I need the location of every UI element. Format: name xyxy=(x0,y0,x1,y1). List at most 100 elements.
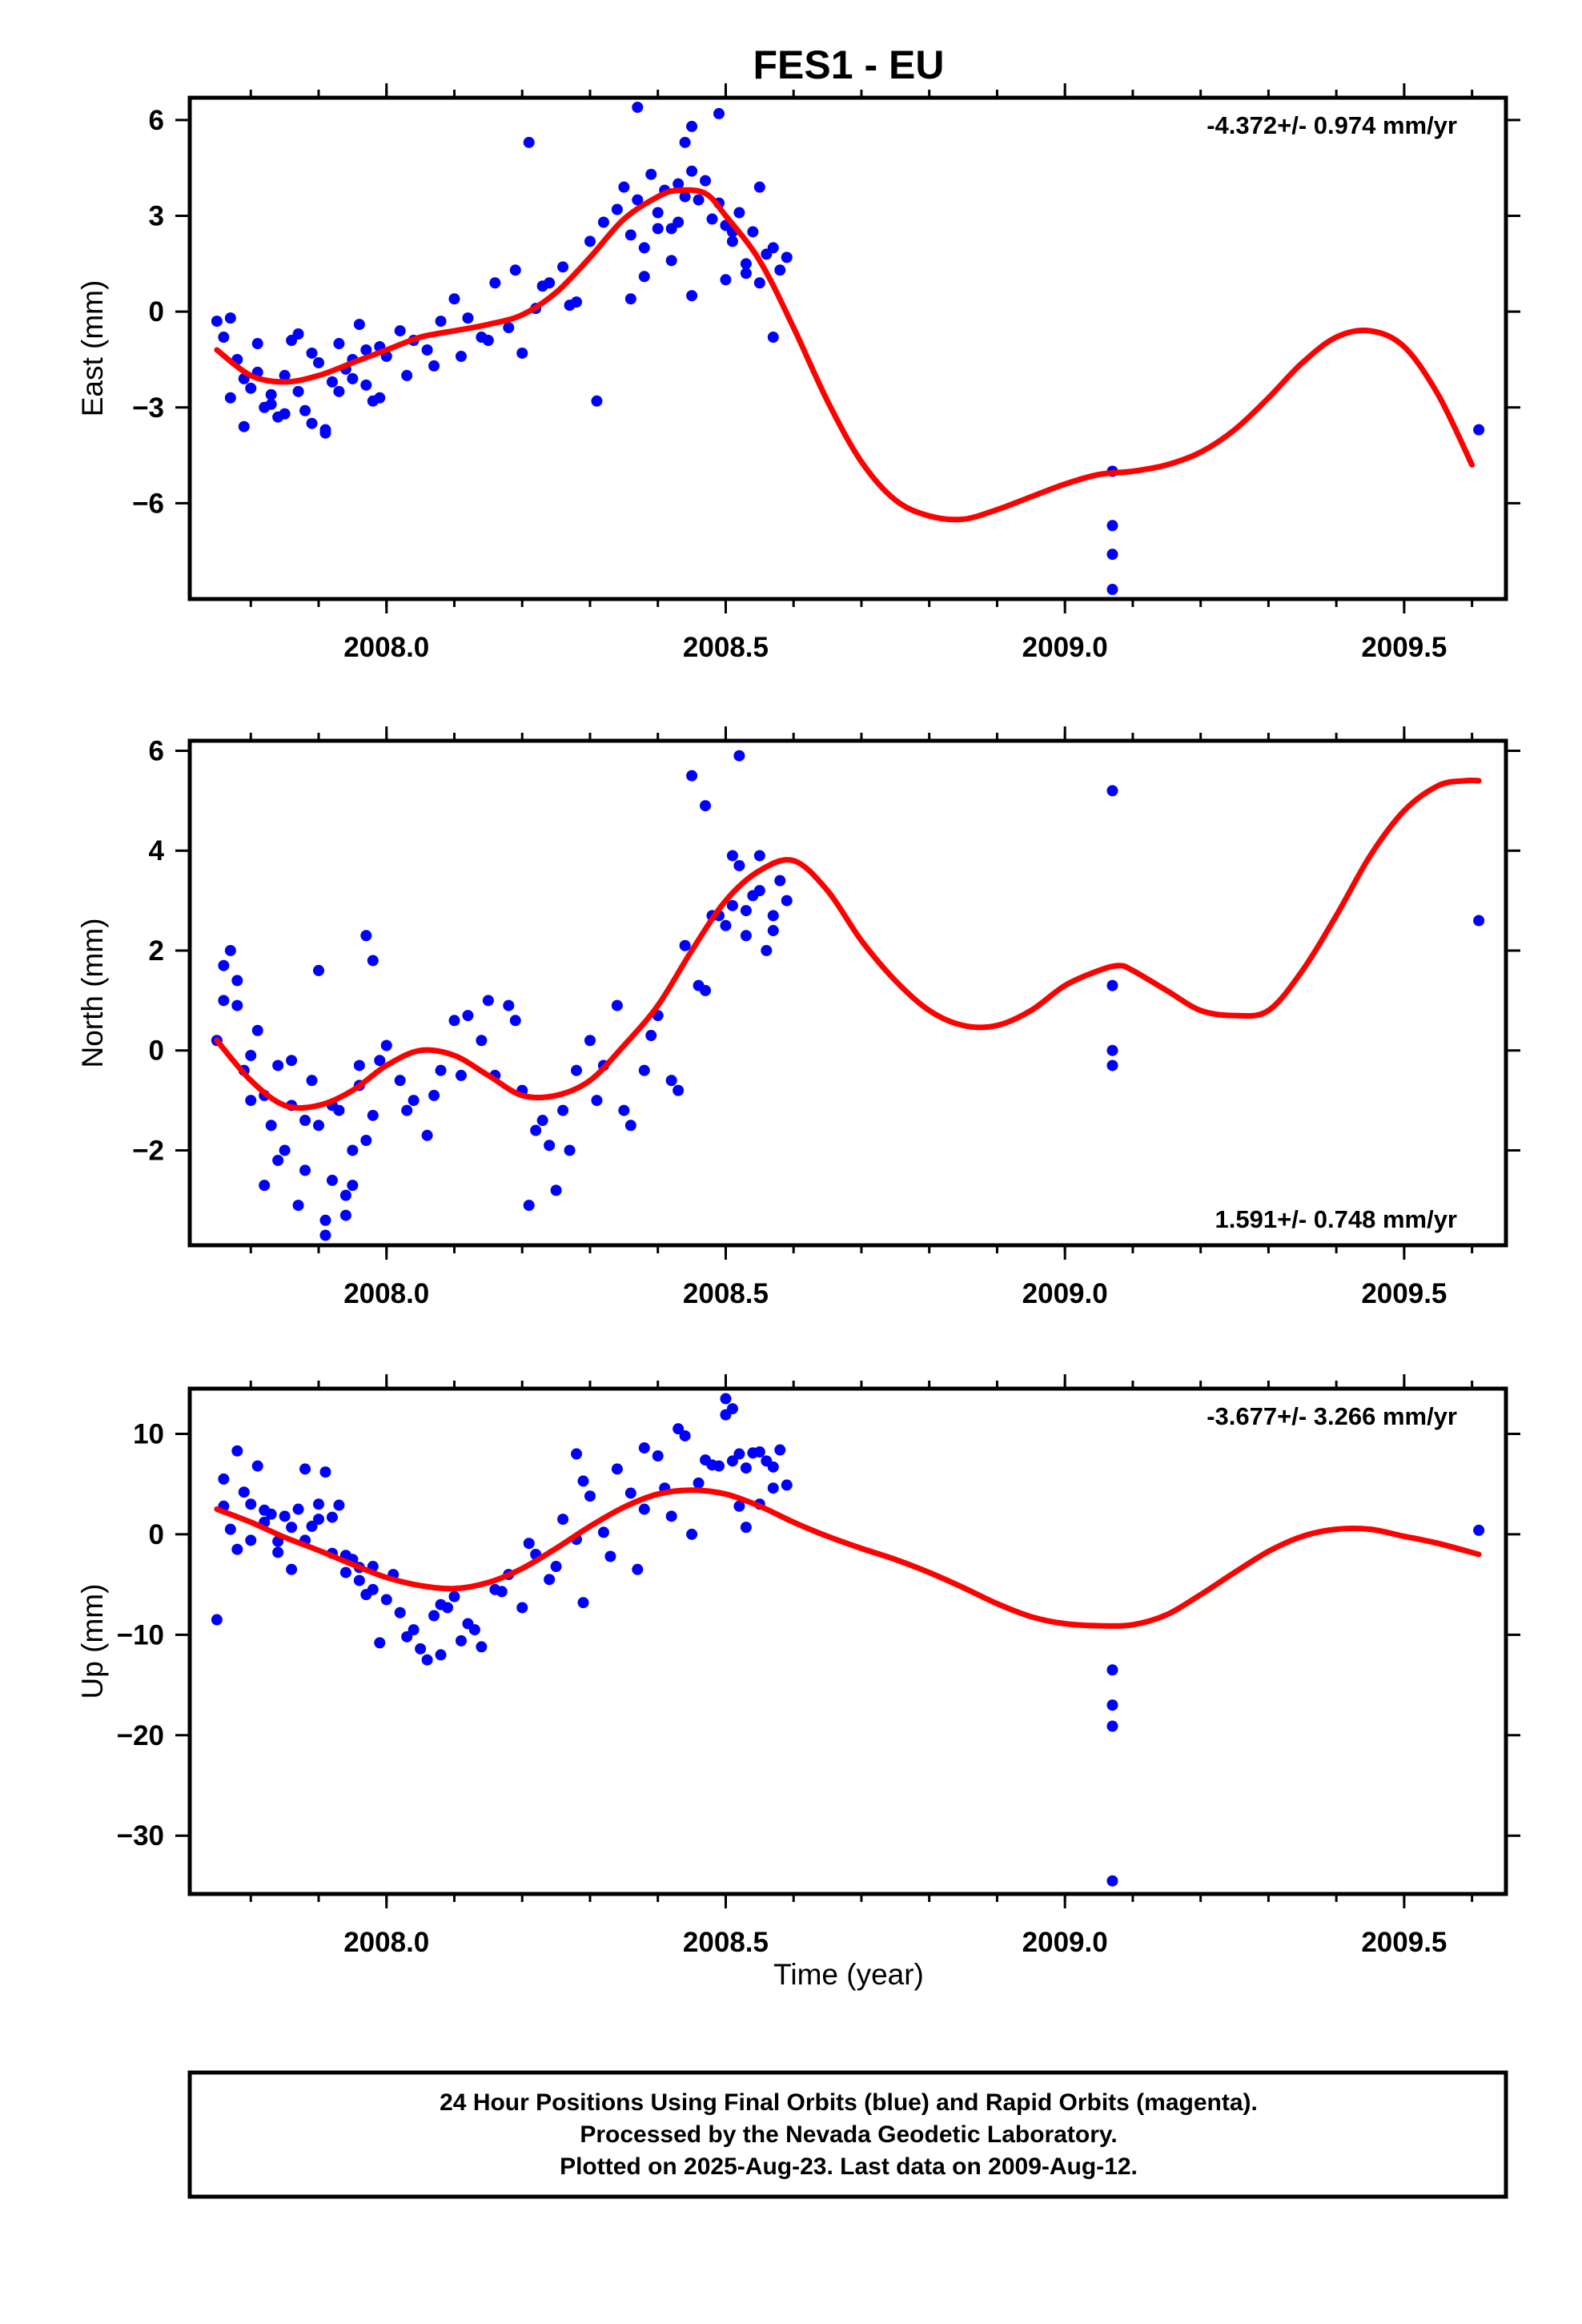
up-data-point xyxy=(753,1446,765,1458)
north-data-point xyxy=(347,1144,359,1156)
north-data-point xyxy=(611,999,623,1011)
up-ytick-label: −30 xyxy=(117,1820,164,1852)
up-data-point xyxy=(700,1454,712,1466)
east-data-point xyxy=(347,372,359,384)
up-data-point xyxy=(720,1393,732,1405)
up-ytick-label: −20 xyxy=(117,1720,164,1751)
east-data-point xyxy=(638,271,650,283)
up-data-point xyxy=(367,1583,379,1595)
north-data-point xyxy=(374,1055,386,1067)
north-data-point xyxy=(347,1180,359,1192)
east-data-point xyxy=(740,267,752,279)
up-data-point xyxy=(401,1630,413,1642)
east-data-point xyxy=(218,332,230,344)
east-data-point xyxy=(462,312,474,324)
east-data-point xyxy=(448,293,460,305)
east-data-point xyxy=(401,369,413,381)
north-data-point xyxy=(408,1095,420,1107)
north-data-point xyxy=(509,1015,521,1027)
up-data-point xyxy=(394,1606,406,1618)
east-data-point xyxy=(1106,584,1118,596)
up-data-point xyxy=(652,1450,664,1462)
east-data-point xyxy=(279,408,291,420)
up-data-point xyxy=(211,1614,223,1626)
up-data-point xyxy=(339,1566,351,1578)
up-data-point xyxy=(767,1461,779,1473)
up-frame xyxy=(187,1386,1508,1896)
east-data-point xyxy=(333,338,345,350)
east-y-axis-label: East (mm) xyxy=(76,280,109,417)
east-ytick-label: 0 xyxy=(149,296,164,328)
north-data-point xyxy=(767,910,779,922)
up-data-point xyxy=(319,1466,331,1478)
up-data-point xyxy=(259,1504,271,1516)
up-data-point xyxy=(632,1563,644,1575)
up-data-point xyxy=(638,1503,650,1515)
up-data-point xyxy=(408,1624,420,1636)
north-data-point xyxy=(679,939,691,951)
north-data-point xyxy=(665,1075,677,1087)
east-ytick-label: −3 xyxy=(132,392,164,424)
up-data-point xyxy=(733,1500,745,1512)
up-data-point xyxy=(442,1602,454,1614)
east-data-point xyxy=(306,417,318,429)
east-data-point xyxy=(455,350,467,362)
north-data-point xyxy=(726,850,738,862)
north-data-point xyxy=(753,850,765,862)
east-data-point xyxy=(536,280,548,292)
north-data-point xyxy=(720,919,732,931)
east-data-point xyxy=(428,360,440,372)
up-data-point xyxy=(435,1649,447,1661)
up-data-point xyxy=(421,1654,433,1666)
east-data-point xyxy=(686,120,698,132)
up-data-point xyxy=(286,1563,298,1575)
east-data-point xyxy=(624,229,636,241)
north-data-point xyxy=(774,875,786,887)
north-data-point xyxy=(536,1115,548,1127)
north-data-point xyxy=(326,1174,338,1186)
up-data-point xyxy=(679,1429,691,1441)
up-data-point xyxy=(306,1520,318,1532)
east-rate-label: -4.372+/- 0.974 mm/yr xyxy=(1207,111,1457,139)
east-xtick-label: 2009.0 xyxy=(1022,632,1108,663)
east-data-point xyxy=(720,274,732,286)
up-fit-line xyxy=(214,1487,1482,1629)
north-data-point xyxy=(360,930,372,942)
north-data-point xyxy=(367,955,379,967)
east-fit-line xyxy=(214,187,1476,523)
east-data-point xyxy=(753,181,765,193)
north-data-point xyxy=(550,1184,562,1196)
north-data-point xyxy=(367,1109,379,1121)
east-data-point xyxy=(313,356,325,368)
east-data-point xyxy=(394,325,406,337)
up-data-point xyxy=(713,1460,725,1472)
north-data-point xyxy=(476,1035,488,1047)
up-data-point xyxy=(333,1499,345,1511)
up-data-point xyxy=(726,1455,738,1467)
east-data-point xyxy=(1473,424,1485,436)
north-data-point xyxy=(245,1049,257,1061)
up-data-point xyxy=(1106,1699,1118,1711)
north-data-point xyxy=(292,1200,304,1212)
north-data-point xyxy=(272,1154,284,1166)
north-data-point xyxy=(353,1059,365,1072)
north-data-point xyxy=(740,905,752,917)
east-data-point xyxy=(624,293,636,305)
north-data-point xyxy=(618,1104,630,1116)
east-data-point xyxy=(747,226,759,238)
north-data-point xyxy=(218,959,230,971)
east-ytick-label: 6 xyxy=(149,105,164,136)
up-data-point xyxy=(577,1475,589,1487)
up-data-point xyxy=(584,1490,596,1502)
up-data-point xyxy=(374,1637,386,1649)
north-data-point xyxy=(1473,915,1485,927)
up-data-point xyxy=(550,1561,562,1573)
up-data-point xyxy=(313,1498,325,1510)
north-data-point xyxy=(1106,785,1118,797)
footer-line-1: 24 Hour Positions Using Final Orbits (bl… xyxy=(440,2089,1258,2116)
footer-line-3: Plotted on 2025-Aug-23. Last data on 200… xyxy=(560,2153,1138,2180)
north-data-point xyxy=(1106,1044,1118,1056)
panels-group: 2008.0 2008.5 2009.0 2009.5 6 3 0 −3 −6 East (mm)… xyxy=(76,83,1520,1958)
up-points xyxy=(211,1393,1485,1887)
east-ytick-label: 3 xyxy=(149,201,164,232)
